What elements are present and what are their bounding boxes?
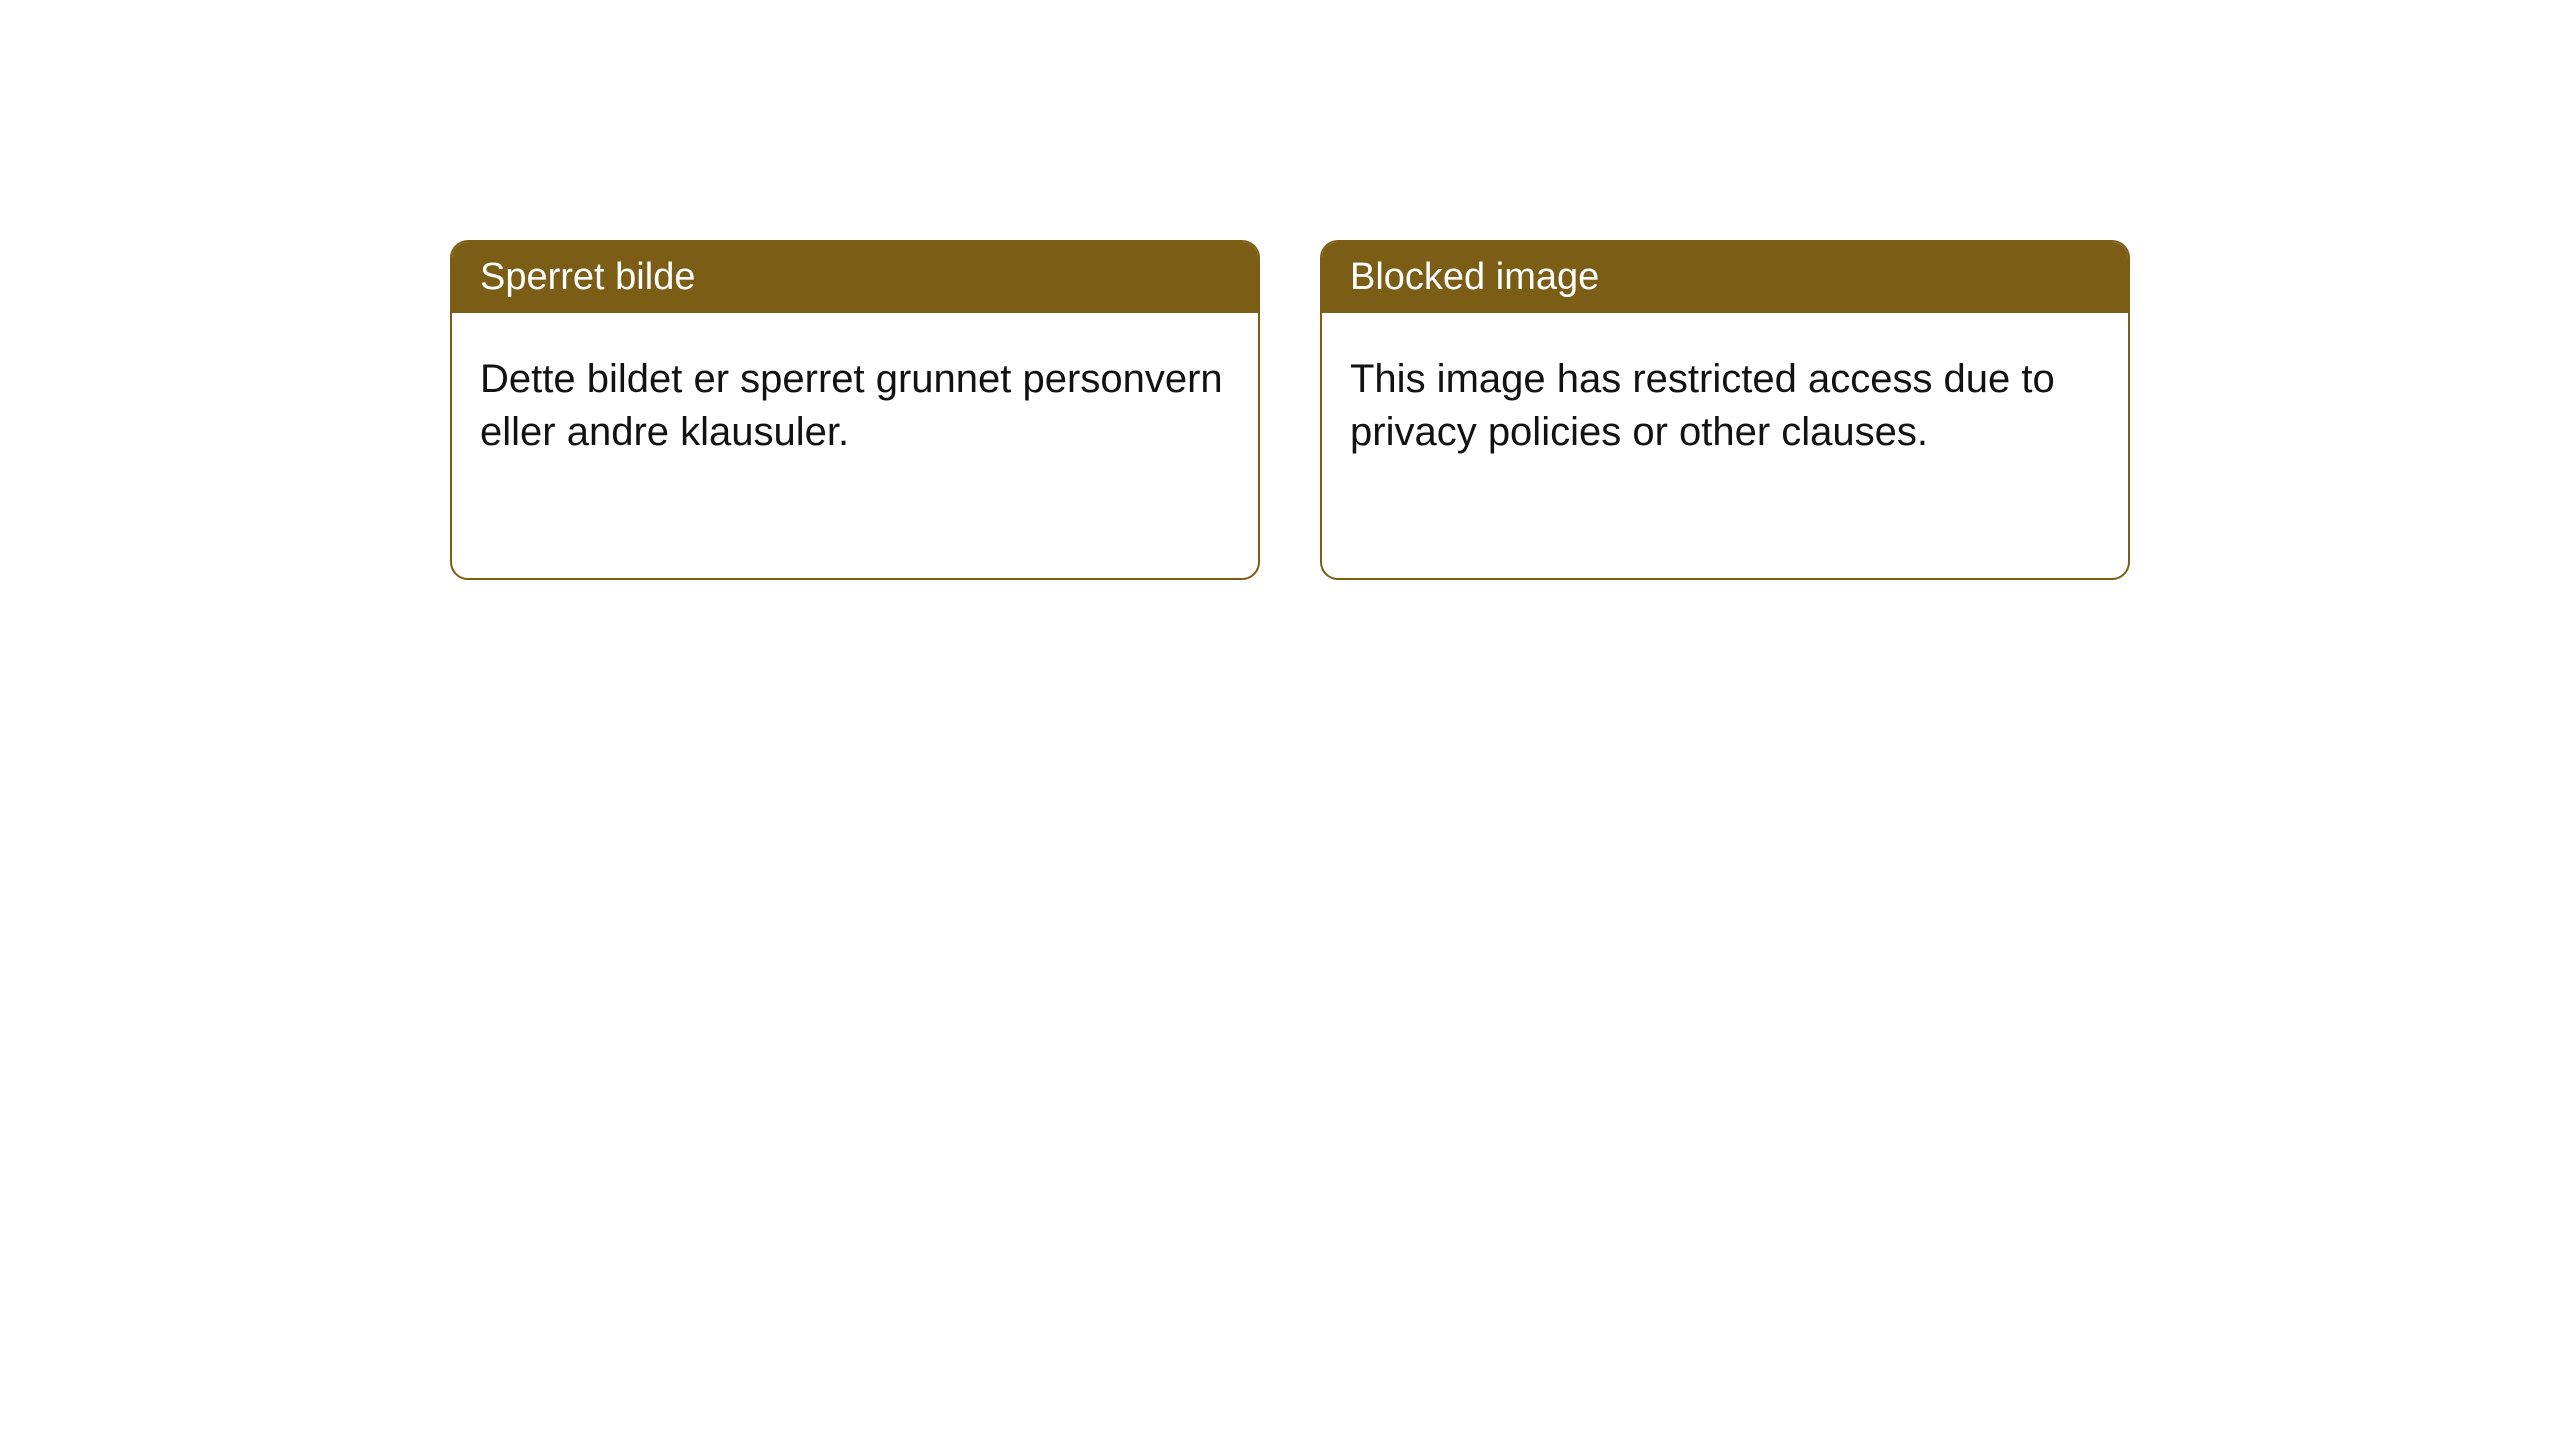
blocked-image-card-no: Sperret bilde Dette bildet er sperret gr…	[450, 240, 1260, 580]
cards-container: Sperret bilde Dette bildet er sperret gr…	[0, 0, 2560, 580]
card-body-en: This image has restricted access due to …	[1322, 313, 2128, 499]
card-header-no: Sperret bilde	[452, 242, 1258, 313]
card-header-en: Blocked image	[1322, 242, 2128, 313]
card-body-no: Dette bildet er sperret grunnet personve…	[452, 313, 1258, 499]
blocked-image-card-en: Blocked image This image has restricted …	[1320, 240, 2130, 580]
